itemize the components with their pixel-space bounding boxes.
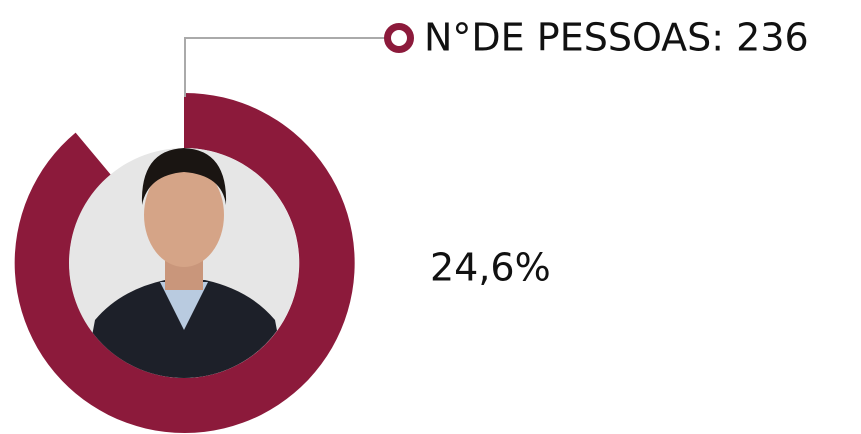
percent-label: 24,6%: [430, 246, 551, 290]
leader-line: [184, 37, 386, 97]
ring: [14, 92, 355, 433]
legend-label: N°DE PESSOAS: 236: [424, 16, 809, 60]
legend-marker: [384, 23, 414, 53]
